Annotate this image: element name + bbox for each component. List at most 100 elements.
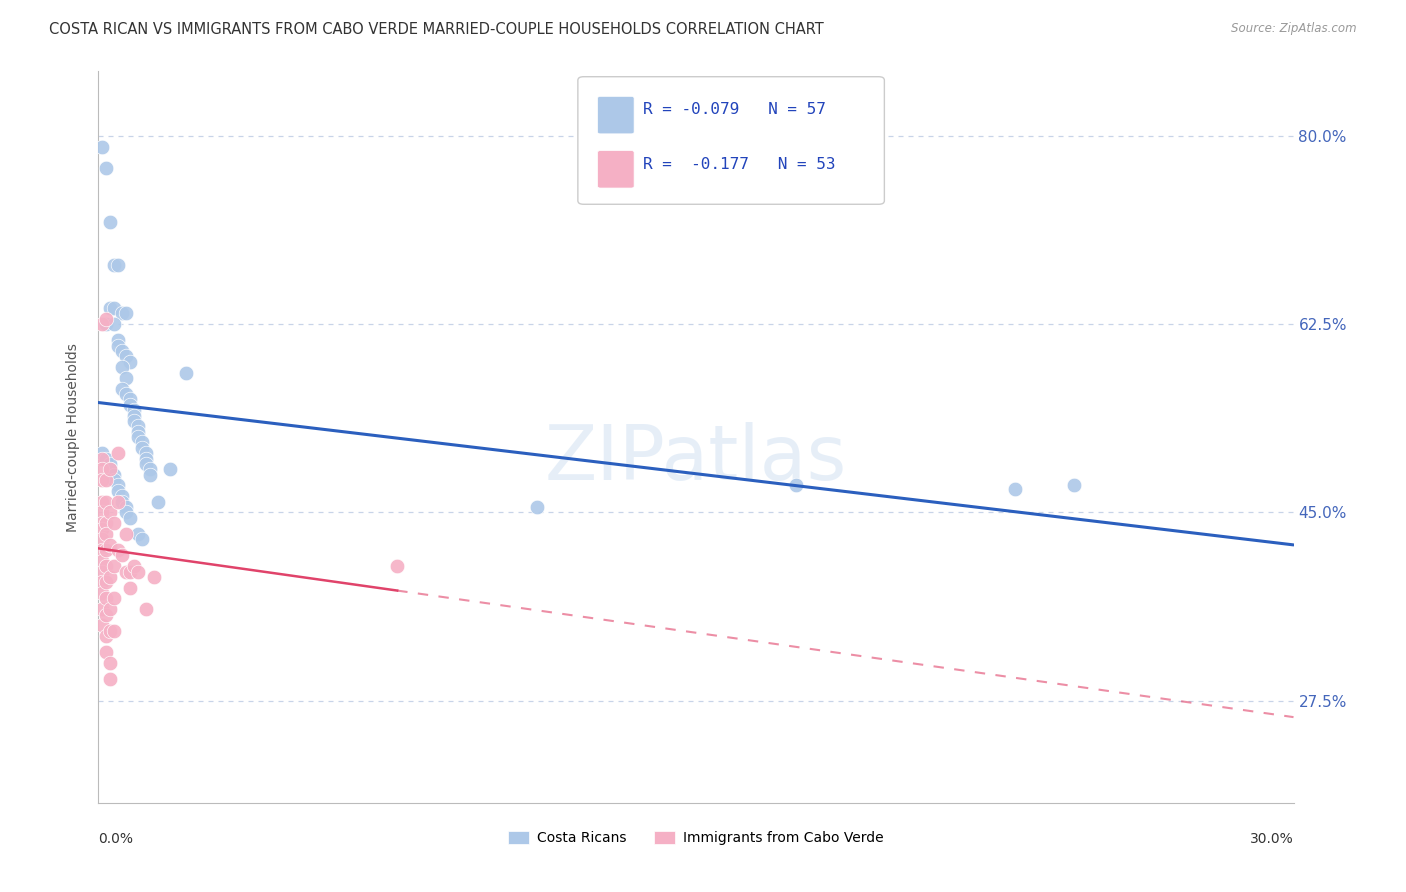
Point	[526, 500, 548, 514]
Text: R =  -0.177   N = 53: R = -0.177 N = 53	[643, 157, 835, 172]
Point	[103, 559, 125, 574]
Point	[103, 473, 125, 487]
Point	[96, 607, 118, 622]
Point	[96, 311, 118, 326]
Point	[91, 586, 114, 600]
Point	[96, 161, 118, 176]
Point	[91, 473, 114, 487]
Point	[91, 554, 114, 568]
Point	[107, 258, 129, 272]
Point	[111, 344, 134, 359]
Point	[91, 618, 114, 632]
Point	[96, 317, 118, 331]
Point	[115, 306, 138, 320]
Point	[111, 489, 134, 503]
Point	[159, 462, 181, 476]
Point	[107, 483, 129, 498]
Point	[96, 473, 118, 487]
Point	[96, 559, 118, 574]
Point	[1004, 482, 1026, 496]
Text: Source: ZipAtlas.com: Source: ZipAtlas.com	[1232, 22, 1357, 36]
Point	[107, 333, 129, 347]
Point	[124, 414, 146, 428]
Point	[91, 602, 114, 616]
Point	[139, 467, 162, 482]
Text: R = -0.079   N = 57: R = -0.079 N = 57	[643, 102, 825, 117]
Point	[98, 624, 122, 638]
Point	[135, 451, 157, 466]
Point	[1063, 478, 1085, 492]
Point	[103, 301, 125, 315]
Point	[127, 419, 149, 434]
Point	[98, 301, 122, 315]
Point	[98, 656, 122, 670]
Point	[103, 467, 125, 482]
Point	[120, 510, 142, 524]
Point	[127, 430, 149, 444]
Point	[91, 565, 114, 579]
Point	[785, 478, 807, 492]
Point	[107, 494, 129, 508]
Point	[91, 451, 114, 466]
Point	[127, 527, 149, 541]
Point	[111, 494, 134, 508]
Point	[107, 478, 129, 492]
Text: 0.0%: 0.0%	[98, 832, 134, 846]
Point	[96, 591, 118, 606]
Point	[115, 387, 138, 401]
Point	[111, 360, 134, 375]
Point	[115, 371, 138, 385]
Point	[135, 446, 157, 460]
Point	[385, 559, 409, 574]
Point	[135, 457, 157, 471]
Point	[107, 339, 129, 353]
Point	[103, 591, 125, 606]
Point	[124, 403, 146, 417]
Point	[96, 451, 118, 466]
Point	[98, 462, 122, 476]
Point	[91, 139, 114, 153]
Point	[115, 565, 138, 579]
Point	[96, 543, 118, 558]
Point	[96, 527, 118, 541]
Point	[91, 446, 114, 460]
Point	[143, 570, 166, 584]
Point	[98, 505, 122, 519]
Text: 30.0%: 30.0%	[1250, 832, 1294, 846]
Point	[91, 516, 114, 530]
Point	[139, 462, 162, 476]
Point	[96, 645, 118, 659]
Point	[115, 505, 138, 519]
Point	[127, 425, 149, 439]
Point	[98, 672, 122, 686]
Point	[120, 581, 142, 595]
Point	[91, 462, 114, 476]
Text: ZIPatlas: ZIPatlas	[544, 422, 848, 496]
Point	[91, 575, 114, 590]
Point	[131, 435, 153, 450]
Point	[115, 350, 138, 364]
Point	[131, 533, 153, 547]
Point	[103, 516, 125, 530]
Point	[120, 565, 142, 579]
Point	[124, 409, 146, 423]
Point	[131, 441, 153, 455]
Point	[91, 317, 114, 331]
Point	[91, 533, 114, 547]
Point	[115, 500, 138, 514]
Point	[107, 543, 129, 558]
Point	[98, 570, 122, 584]
Point	[103, 317, 125, 331]
Point	[111, 549, 134, 563]
Point	[98, 538, 122, 552]
Point	[120, 392, 142, 407]
Point	[96, 516, 118, 530]
Text: COSTA RICAN VS IMMIGRANTS FROM CABO VERDE MARRIED-COUPLE HOUSEHOLDS CORRELATION : COSTA RICAN VS IMMIGRANTS FROM CABO VERD…	[49, 22, 824, 37]
Point	[124, 559, 146, 574]
Point	[103, 258, 125, 272]
Point	[120, 355, 142, 369]
Point	[91, 543, 114, 558]
Point	[103, 624, 125, 638]
Point	[96, 629, 118, 643]
Point	[115, 527, 138, 541]
